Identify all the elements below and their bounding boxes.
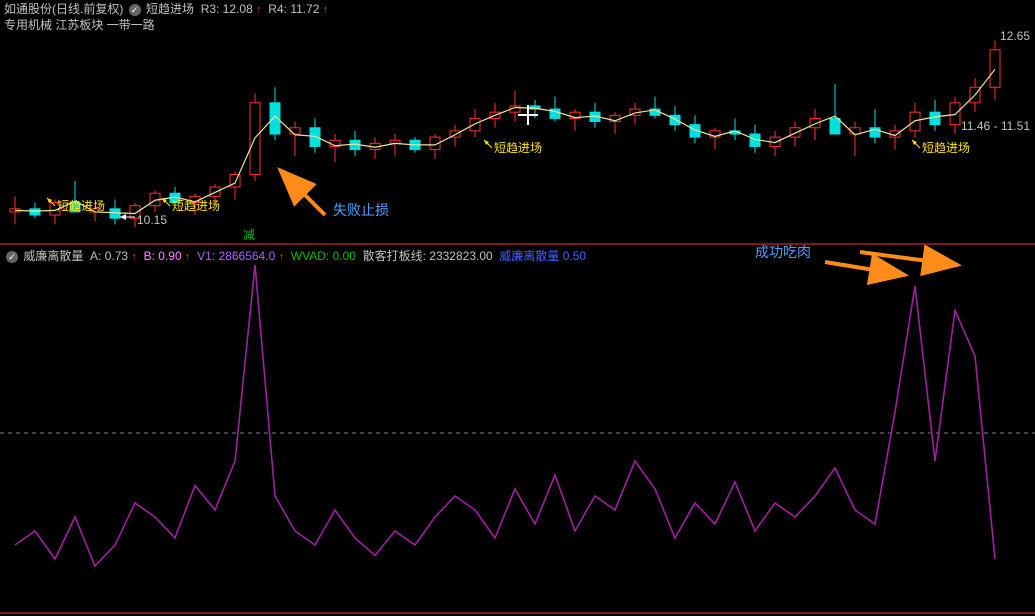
annotation-price-1015: 10.15 bbox=[137, 213, 167, 227]
header-line-2: 专用机械 江苏板块 一带一路 bbox=[4, 18, 155, 32]
annotation-reduce: 减 bbox=[243, 226, 255, 243]
up-arrow-icon: ↑ bbox=[185, 251, 191, 263]
chart-canvas[interactable]: 12.6511.46 - 11.51短趋进场短趋进场短趋进场短趋进场 bbox=[0, 0, 1035, 616]
up-arrow-icon: ↑ bbox=[131, 251, 137, 263]
b-label: B: bbox=[144, 249, 155, 263]
svg-text:短趋进场: 短趋进场 bbox=[922, 141, 970, 155]
svg-text:短趋进场: 短趋进场 bbox=[494, 141, 542, 155]
svg-text:11.46 - 11.51: 11.46 - 11.51 bbox=[961, 119, 1030, 133]
header-line-1: 如通股份(日线.前复权) ✓ 短趋进场 R3: 12.08 ↑ R4: 11.7… bbox=[4, 2, 328, 17]
extra-value: 0.50 bbox=[563, 249, 586, 263]
indicator-header: ✓ 威廉离散量 A: 0.73 ↑ B: 0.90 ↑ V1: 2866564.… bbox=[4, 247, 586, 264]
sector-tags: 专用机械 江苏板块 一带一路 bbox=[4, 18, 155, 32]
a-label: A: bbox=[90, 249, 101, 263]
v1-value: 2866564.0 bbox=[219, 249, 276, 263]
annotation-success: 成功吃肉 bbox=[755, 242, 811, 262]
indicator-name-top: 短趋进场 bbox=[146, 2, 194, 16]
a-value: 0.73 bbox=[105, 249, 128, 263]
svg-text:短趋进场: 短趋进场 bbox=[172, 199, 220, 213]
b-value: 0.90 bbox=[158, 249, 181, 263]
stock-name: 如通股份(日线.前复权) bbox=[4, 2, 123, 16]
r3-label: R3: bbox=[201, 2, 220, 16]
check-icon: ✓ bbox=[129, 4, 141, 16]
svg-text:12.65: 12.65 bbox=[1000, 29, 1030, 43]
up-arrow-icon: ↑ bbox=[323, 4, 329, 16]
up-arrow-icon: ↑ bbox=[256, 4, 262, 16]
v1-label: V1: bbox=[197, 249, 215, 263]
svg-text:短趋进场: 短趋进场 bbox=[57, 199, 105, 213]
r4-value: 11.72 bbox=[290, 2, 319, 16]
san-value: 2332823.00 bbox=[429, 249, 492, 263]
r3-value: 12.08 bbox=[223, 2, 253, 16]
san-label: 散客打板线: bbox=[363, 249, 426, 263]
extra-label: 威廉离散量 bbox=[499, 249, 559, 263]
wvad-value: 0.00 bbox=[333, 249, 356, 263]
r4-label: R4: bbox=[268, 2, 287, 16]
up-arrow-icon: ↑ bbox=[279, 251, 285, 263]
annotation-fail-stop: 失败止损 bbox=[333, 200, 389, 220]
check-icon: ✓ bbox=[6, 251, 18, 263]
ind-name: 威廉离散量 bbox=[23, 249, 83, 263]
wvad-label: WVAD: bbox=[291, 249, 329, 263]
